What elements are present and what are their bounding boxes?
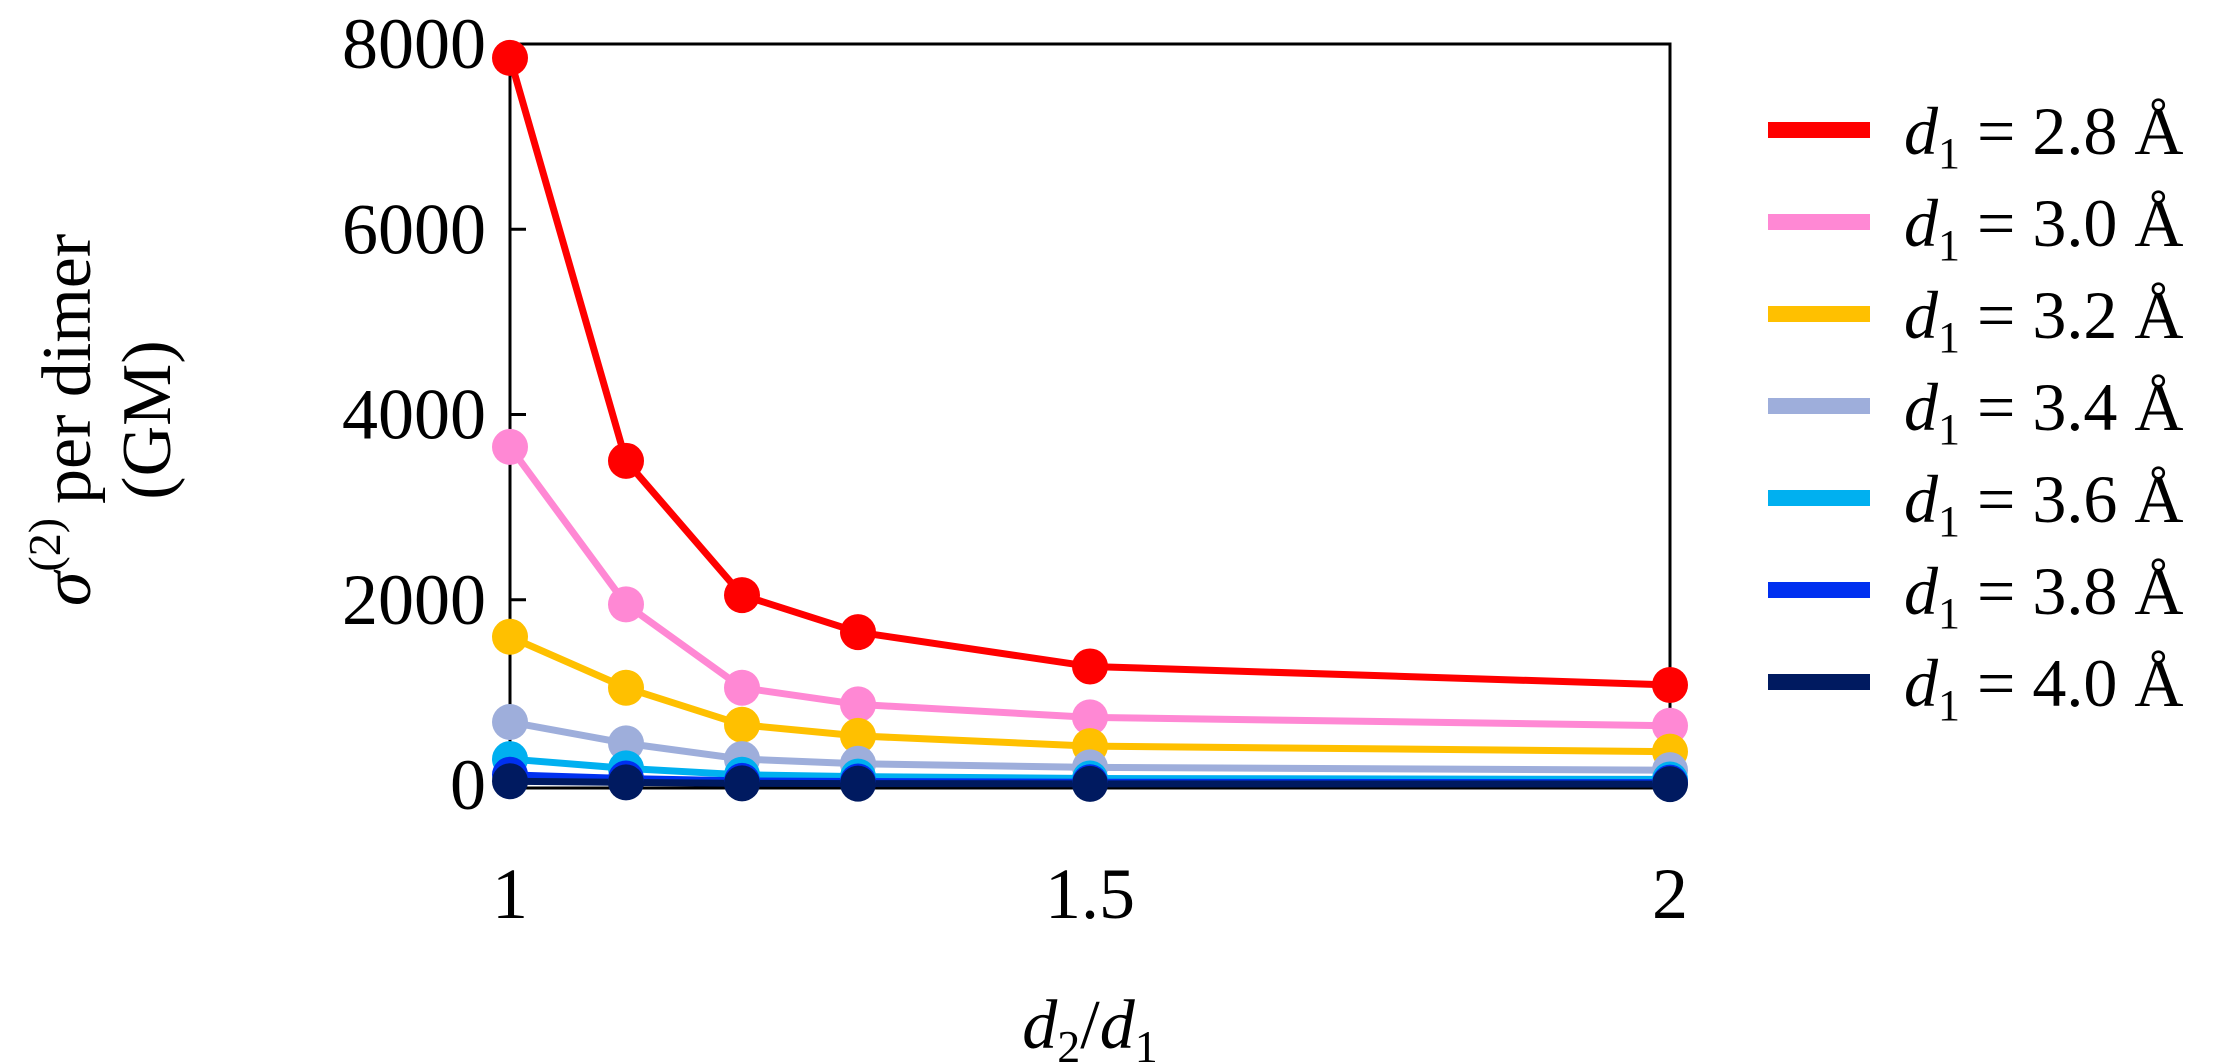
- legend-entry-1: d1 = 2.8 Å: [1904, 93, 2183, 178]
- legend-entry-5: d1 = 3.6 Å: [1904, 461, 2183, 546]
- series-1-point: [840, 614, 876, 651]
- y-tick-label: 6000: [342, 189, 486, 269]
- series-1-point: [492, 39, 528, 76]
- series-7-point: [608, 764, 644, 801]
- series-7-point: [724, 765, 760, 802]
- series-7-point: [1072, 765, 1108, 802]
- series-line-2: [507, 444, 1671, 730]
- series-4-point: [608, 725, 644, 762]
- series-2-point: [1652, 707, 1688, 744]
- y-tick-label: 0: [450, 745, 486, 825]
- series-2-point: [1072, 699, 1108, 736]
- series-lines: [506, 56, 1671, 788]
- series-1-point: [724, 577, 760, 614]
- svg-text:σ(2)per dimer: σ(2)per dimer: [19, 234, 106, 606]
- series-2-point: [840, 686, 876, 723]
- series-3-point: [492, 618, 528, 655]
- x-tick-label: 2: [1652, 854, 1688, 934]
- legend-entry-3: d1 = 3.2 Å: [1904, 277, 2183, 362]
- series-line-3: [508, 633, 1671, 756]
- series-3-point: [724, 706, 760, 743]
- series-7-point: [1652, 766, 1688, 803]
- y-tick-label: 8000: [342, 4, 486, 84]
- legend: d1 = 2.8 Åd1 = 3.0 Åd1 = 3.2 Åd1 = 3.4 Å…: [1768, 93, 2183, 730]
- legend-entry-2: d1 = 3.0 Å: [1904, 185, 2183, 270]
- y-tick-label: 2000: [342, 560, 486, 640]
- series-1-point: [608, 442, 644, 479]
- series-points: [492, 39, 1688, 803]
- series-2-point: [724, 669, 760, 706]
- series-1-point: [1652, 666, 1688, 703]
- series-line-1: [506, 56, 1671, 689]
- series-line-7: [509, 777, 1671, 788]
- legend-entry-4: d1 = 3.4 Å: [1904, 369, 2183, 454]
- series-3-point: [608, 669, 644, 706]
- legend-entry-7: d1 = 4.0 Å: [1904, 645, 2183, 730]
- y-tick-label: 4000: [342, 375, 486, 455]
- series-2-point: [608, 586, 644, 623]
- x-tick-label: 1: [492, 854, 528, 934]
- svg-text:(GM): (GM): [109, 340, 186, 499]
- series-2-point: [492, 428, 528, 465]
- series-1-point: [1072, 648, 1108, 685]
- series-7-point: [492, 763, 528, 800]
- x-axis-ticks: 1 1.5 2: [492, 772, 1688, 934]
- series-7-point: [840, 765, 876, 802]
- x-tick-label: 1.5: [1045, 854, 1135, 934]
- y-axis-label: σ(2)per dimer (GM): [19, 234, 186, 606]
- x-axis-label: d2/d1: [1022, 987, 1157, 1064]
- y-axis-ticks: 0 2000 4000 6000 8000: [342, 4, 526, 825]
- series-line-5: [509, 755, 1671, 783]
- series-line-4: [509, 718, 1671, 774]
- legend-entry-6: d1 = 3.8 Å: [1904, 553, 2183, 638]
- series-3-point: [840, 717, 876, 754]
- series-4-point: [492, 704, 528, 741]
